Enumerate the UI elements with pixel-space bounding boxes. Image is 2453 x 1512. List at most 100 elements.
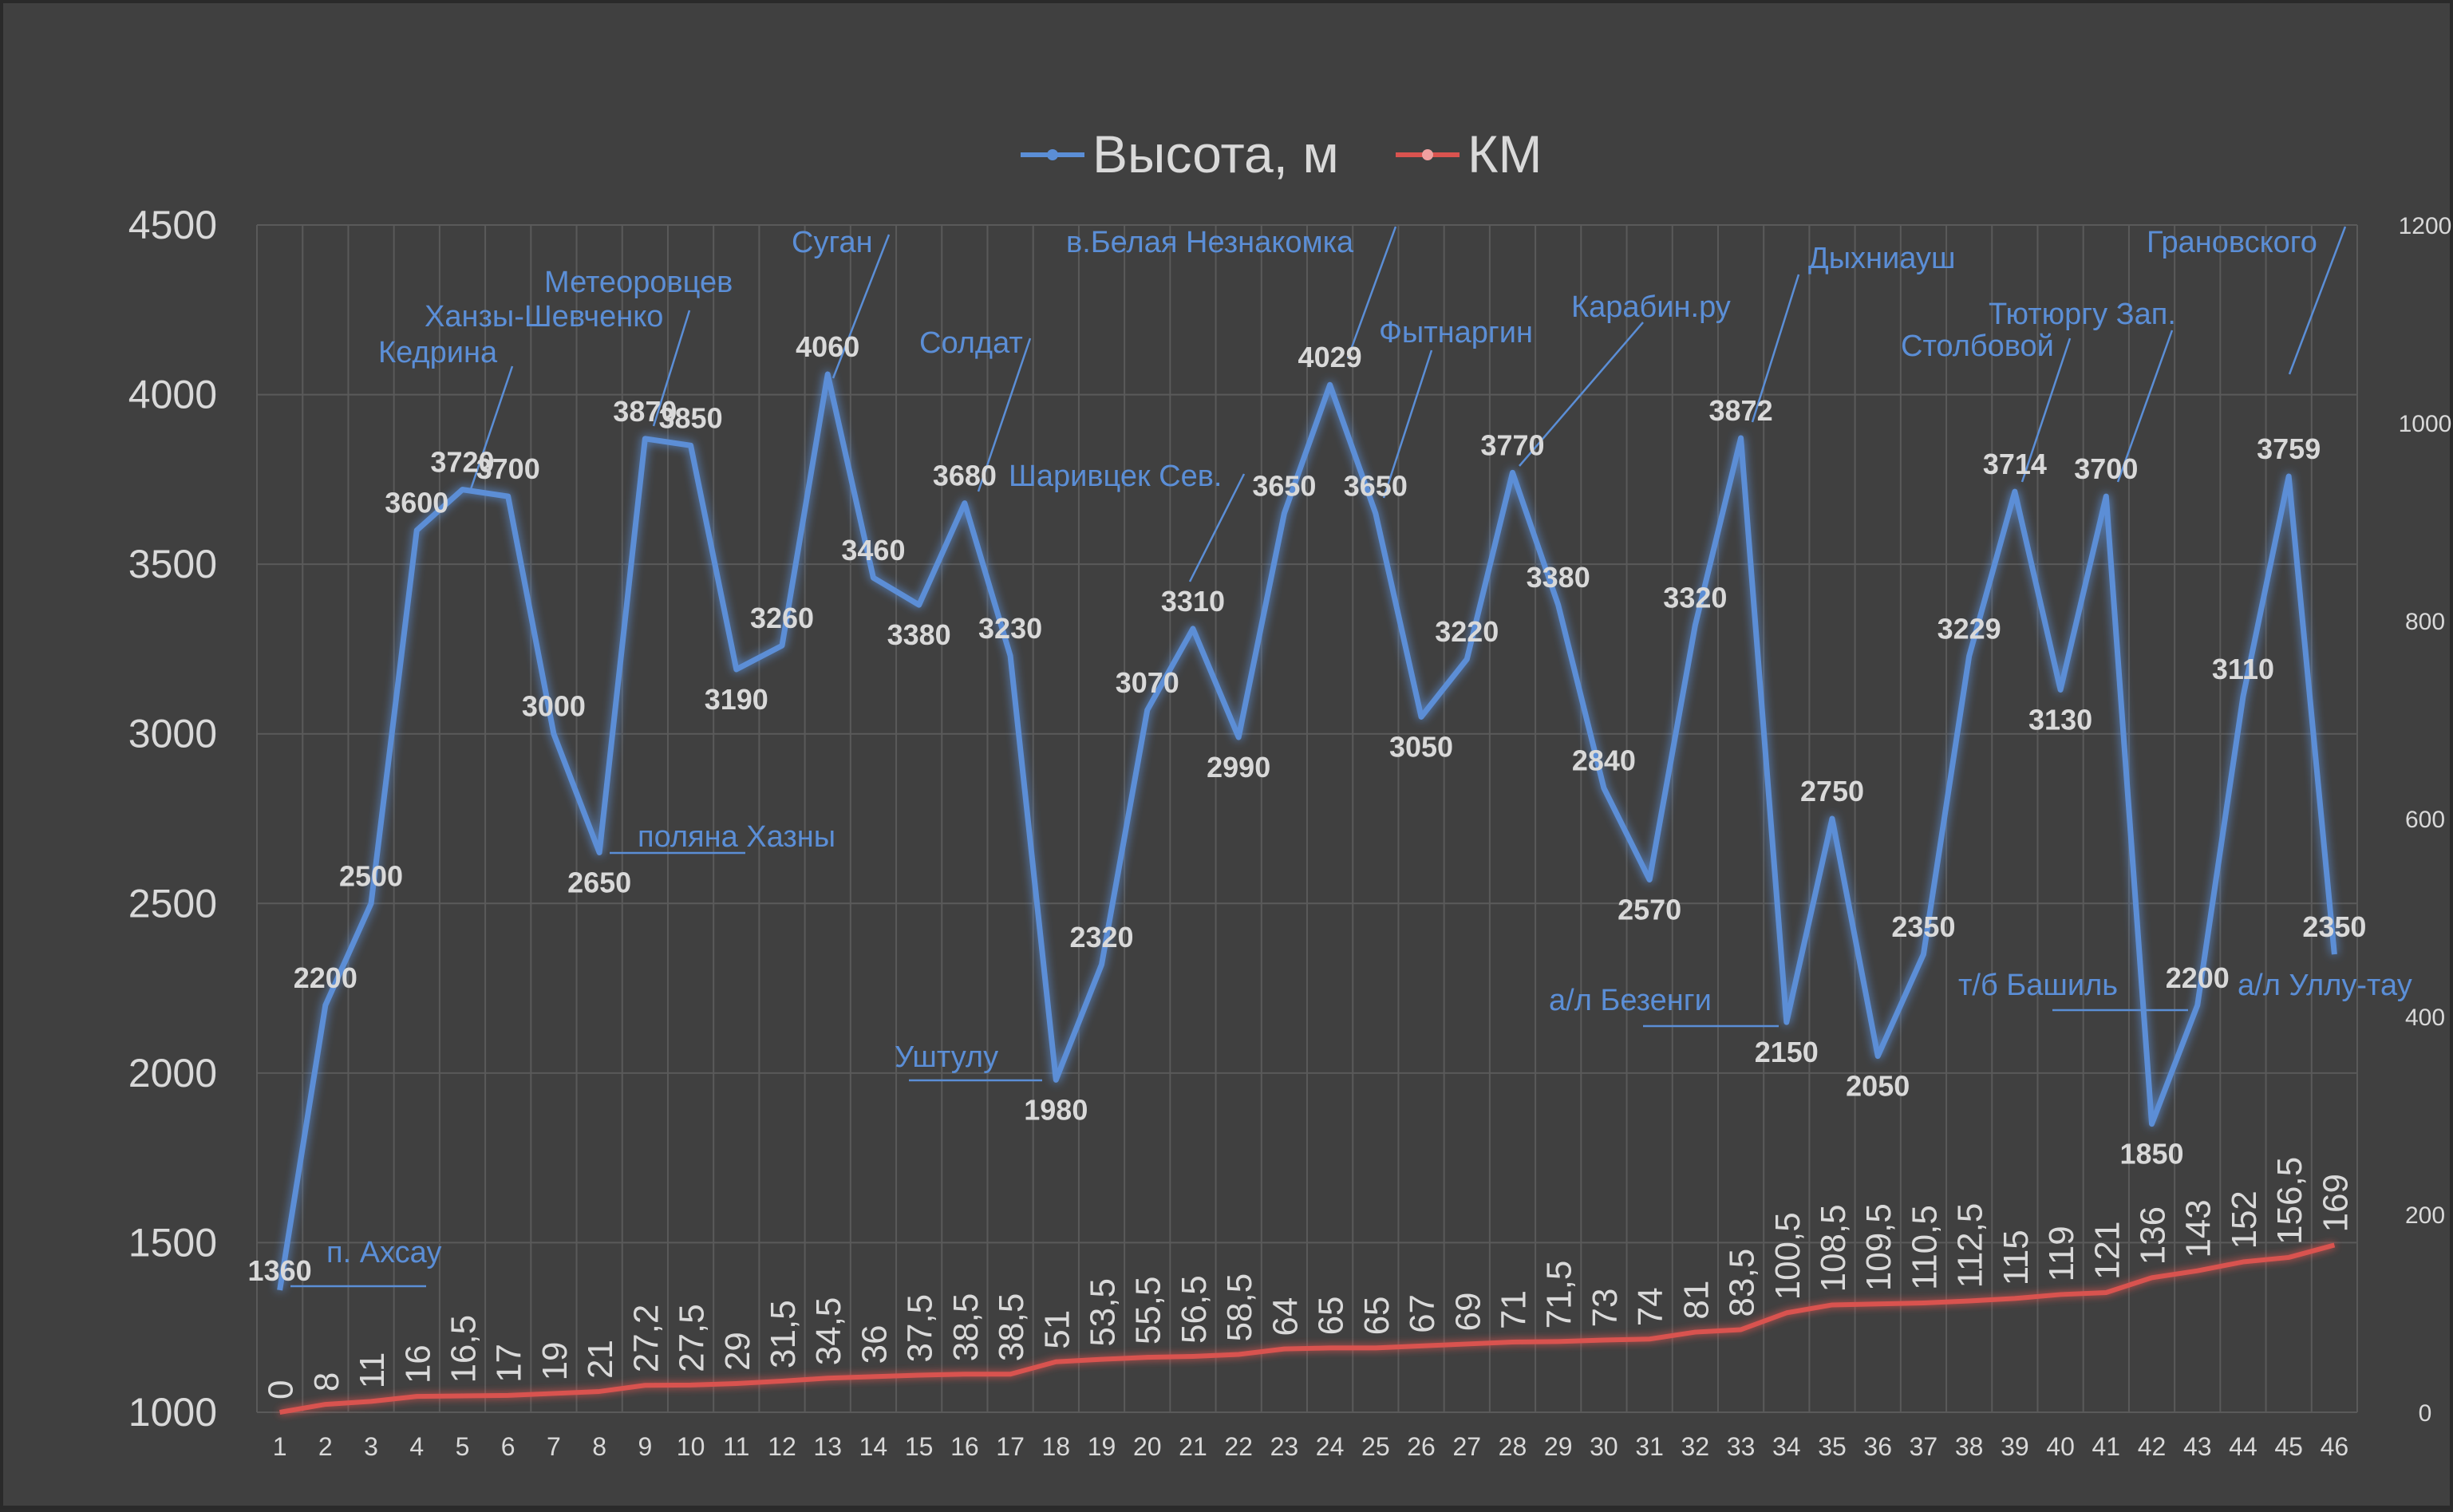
km-line — [279, 1242, 2336, 1415]
annotation-leader-line — [2116, 330, 2174, 483]
altitude-data-label: 2570 — [1618, 894, 1681, 926]
place-annotation: а/л Безенги — [1549, 984, 1712, 1017]
annotation-leader-line — [1382, 349, 1433, 499]
km-data-label: 11 — [353, 1352, 392, 1389]
altitude-data-label: 2200 — [2166, 961, 2230, 994]
km-data-label: 100,5 — [1768, 1212, 1807, 1300]
altitude-data-label: 3460 — [841, 534, 905, 567]
altitude-data-label: 3380 — [887, 618, 951, 651]
altitude-data-label: 1360 — [248, 1254, 312, 1287]
x-tick-label: 34 — [1772, 1432, 1801, 1461]
x-tick-label: 42 — [2138, 1432, 2167, 1461]
altitude-data-label: 1850 — [2119, 1138, 2183, 1171]
altitude-data-label: 3190 — [705, 683, 768, 716]
x-tick-label: 41 — [2092, 1432, 2121, 1461]
y-left-tick-label: 4000 — [128, 373, 217, 417]
legend-altitude-marker — [1047, 149, 1058, 160]
annotation-leader-line — [1751, 274, 1800, 423]
x-tick-label: 28 — [1499, 1432, 1527, 1461]
km-data-label: 19 — [535, 1341, 575, 1380]
y-left-tick-label: 2000 — [128, 1051, 217, 1096]
annotations: п. Ахсау КедринаХанзы-ШевченкоМетеоровцев… — [290, 226, 2412, 1288]
x-tick-label: 39 — [2001, 1432, 2029, 1461]
x-tick-label: 6 — [501, 1432, 515, 1461]
km-data-label: 67 — [1403, 1294, 1442, 1333]
altitude-data-label: 3714 — [1983, 448, 2047, 480]
annotation-leader-line — [652, 310, 691, 427]
x-tick-label: 27 — [1452, 1432, 1481, 1461]
y-left-tick-label: 4500 — [128, 203, 217, 247]
km-data-label: 38,5 — [946, 1293, 986, 1362]
km-data-label: 71,5 — [1540, 1261, 1579, 1329]
place-annotation: Уштулу — [895, 1040, 998, 1074]
km-data-label: 119 — [2042, 1226, 2081, 1281]
km-series — [279, 1242, 2336, 1415]
km-data-label: 21 — [581, 1340, 620, 1379]
altitude-data-label: 3650 — [1344, 469, 1408, 502]
x-tick-label: 7 — [547, 1432, 561, 1461]
place-annotation: Дыхниауш — [1808, 242, 1955, 275]
altitude-data-label: 2650 — [567, 867, 631, 899]
x-tick-label: 10 — [677, 1432, 705, 1461]
km-data-label: 121 — [2088, 1222, 2127, 1280]
altitude-data-label: 3872 — [1709, 394, 1773, 427]
km-data-label: 53,5 — [1084, 1278, 1123, 1347]
altitude-data-label: 3770 — [1480, 428, 1544, 461]
y-right-tick-label: 200 — [2405, 1202, 2445, 1229]
altitude-data-label: 3870 — [613, 395, 677, 428]
x-tick-label: 9 — [638, 1432, 652, 1461]
km-data-label: 108,5 — [1814, 1204, 1853, 1292]
x-tick-label: 38 — [1955, 1432, 1984, 1461]
x-tick-label: 5 — [456, 1432, 470, 1461]
axes: 1000150020002500300035004000450002004006… — [128, 203, 2452, 1461]
place-annotation: Грановского — [2147, 226, 2317, 259]
y-left-tick-label: 1500 — [128, 1220, 217, 1265]
y-left-tick-label: 3000 — [128, 712, 217, 756]
x-tick-label: 19 — [1088, 1432, 1116, 1461]
x-tick-label: 22 — [1224, 1432, 1253, 1461]
altitude-data-label: 3380 — [1527, 561, 1590, 594]
altitude-data-label: 3050 — [1389, 730, 1453, 763]
altitude-data-label: 2350 — [1891, 910, 1955, 943]
km-data-label: 65 — [1312, 1296, 1351, 1335]
x-tick-label: 13 — [813, 1432, 842, 1461]
y-left-tick-label: 1000 — [128, 1390, 217, 1435]
altitude-data-label: 2320 — [1069, 921, 1133, 953]
x-tick-label: 45 — [2274, 1432, 2303, 1461]
x-tick-label: 12 — [768, 1432, 796, 1461]
km-data-label: 29 — [718, 1332, 757, 1371]
annotation-leader-line — [977, 338, 1032, 492]
place-annotation: Тютюргу Зап. — [1989, 298, 2176, 331]
altitude-data-label: 2200 — [294, 961, 357, 994]
y-right-tick-label: 800 — [2405, 609, 2445, 635]
km-data-label: 156,5 — [2270, 1157, 2309, 1245]
altitude-data-label: 2500 — [339, 859, 403, 892]
place-annotation: Солдат — [919, 326, 1023, 360]
x-tick-label: 36 — [1863, 1432, 1892, 1461]
place-annotation: Метеоровцев — [544, 266, 733, 299]
km-data-label: 27,2 — [626, 1305, 666, 1373]
km-data-label: 71 — [1494, 1290, 1533, 1329]
place-annotation: Карабин.ру — [1571, 290, 1731, 324]
x-tick-label: 20 — [1133, 1432, 1162, 1461]
km-data-label: 16,5 — [444, 1315, 483, 1384]
x-tick-label: 46 — [2321, 1432, 2349, 1461]
x-tick-label: 43 — [2183, 1432, 2212, 1461]
place-annotation: а/л Уллу-тау — [2238, 969, 2412, 1002]
km-data-label: 34,5 — [809, 1297, 848, 1366]
altitude-data-label: 2350 — [2302, 910, 2366, 943]
x-tick-label: 32 — [1681, 1432, 1710, 1461]
x-tick-label: 25 — [1361, 1432, 1390, 1461]
x-tick-label: 15 — [905, 1432, 934, 1461]
km-data-label: 16 — [398, 1344, 437, 1384]
km-data-label: 55,5 — [1129, 1277, 1168, 1345]
altitude-data-label: 3600 — [385, 487, 448, 519]
x-tick-label: 4 — [409, 1432, 424, 1461]
altitude-data-label: 3759 — [2257, 432, 2321, 465]
annotation-leader-line — [468, 365, 514, 492]
altitude-data-label: 1980 — [1024, 1093, 1088, 1126]
x-tick-label: 24 — [1316, 1432, 1345, 1461]
place-annotation: т/б Башиль — [1958, 969, 2118, 1002]
x-tick-label: 29 — [1544, 1432, 1573, 1461]
x-tick-label: 1 — [273, 1432, 287, 1461]
